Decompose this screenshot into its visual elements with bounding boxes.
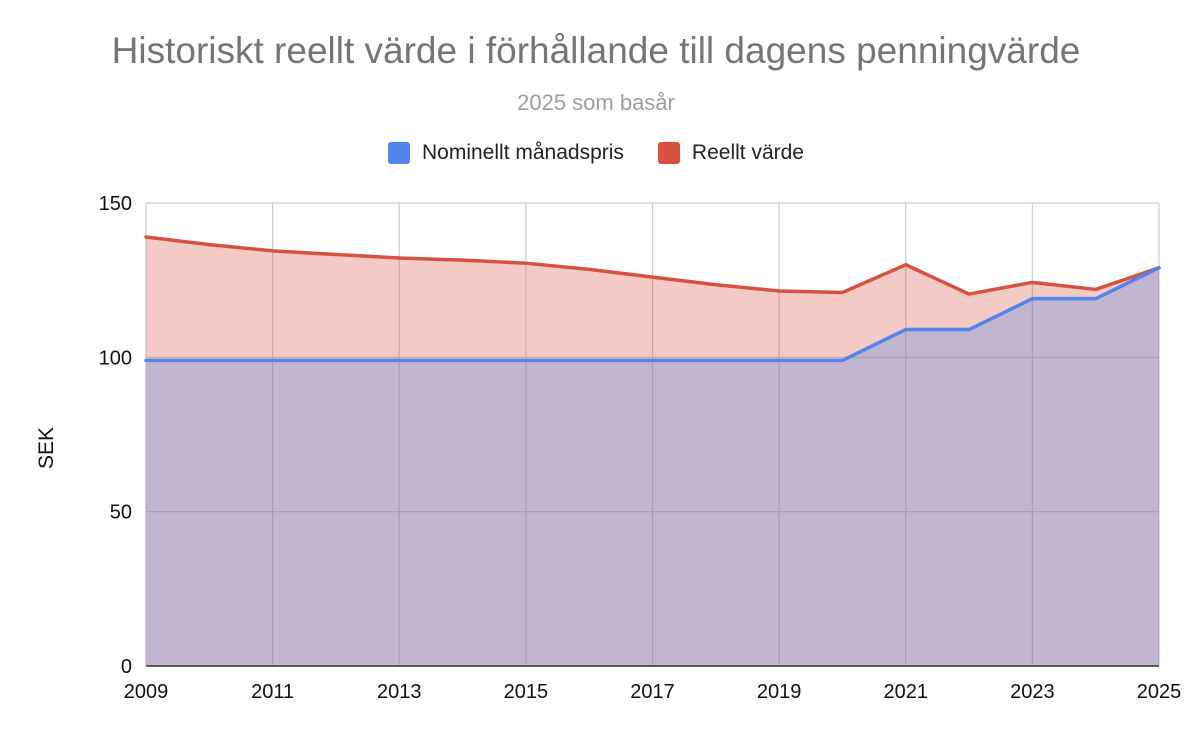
y-tick-label-100: 100 <box>99 347 132 369</box>
x-tick-label-2017: 2017 <box>630 681 675 703</box>
y-tick-label-0: 0 <box>121 656 132 678</box>
chart-title: Historiskt reellt värde i förhållande ti… <box>111 30 1081 71</box>
series-areas <box>146 236 1159 666</box>
x-tick-label-2019: 2019 <box>757 681 802 703</box>
x-tick-label-2023: 2023 <box>1010 681 1055 703</box>
area-nominal <box>146 267 1159 666</box>
x-tick-label-2021: 2021 <box>884 681 929 703</box>
series-line-real <box>144 235 1161 296</box>
legend-label-nominal: Nominellt månadspris <box>422 141 624 164</box>
x-tick-label-2015: 2015 <box>504 681 549 703</box>
area-real <box>146 236 1159 666</box>
tick-labels: 0 50 100 150 2009 2011 2013 2015 2017 2019 2021 202… <box>99 193 1182 703</box>
chart-subtitle: 2025 som basår <box>517 90 675 115</box>
y-tick-label-50: 50 <box>110 502 132 524</box>
legend-item-real[interactable]: Reellt värde <box>657 141 804 165</box>
y-tick-label-150: 150 <box>99 193 132 215</box>
x-tick-label-2013: 2013 <box>377 681 422 703</box>
legend-label-real: Reellt värde <box>691 141 804 164</box>
y-axis-label: SEK <box>35 427 58 469</box>
legend-item-nominal[interactable]: Nominellt månadspris <box>388 141 624 165</box>
x-tick-label-2009: 2009 <box>124 681 169 703</box>
series-lines <box>144 235 1161 363</box>
legend: Nominellt månadspris Reellt värde <box>0 141 1192 165</box>
x-tick-label-2025: 2025 <box>1137 681 1182 703</box>
legend-swatch-real <box>657 142 680 164</box>
x-tick-label-2011: 2011 <box>251 681 294 703</box>
series-line-nominal <box>144 266 1161 363</box>
legend-swatch-nominal <box>388 142 410 164</box>
